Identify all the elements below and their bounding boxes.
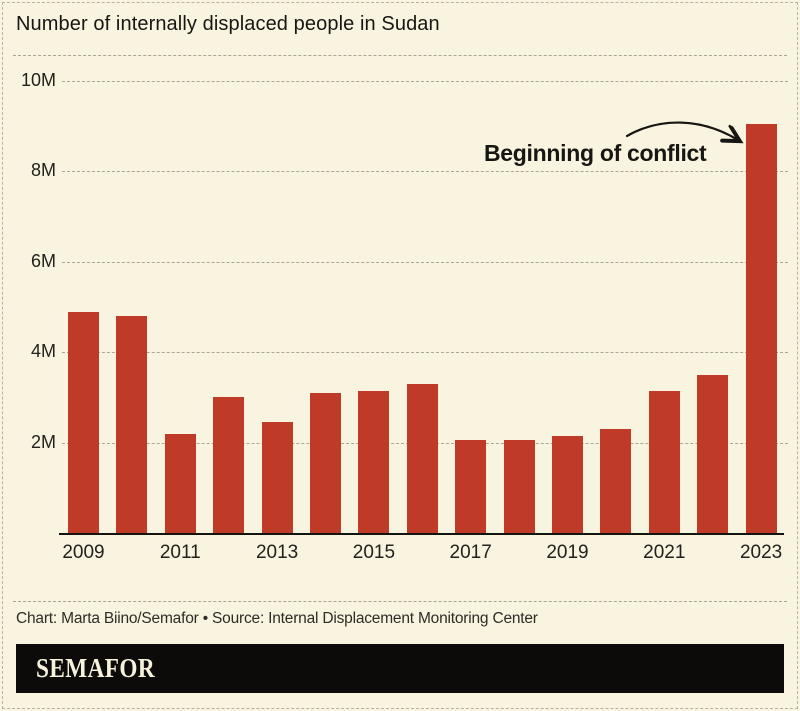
gridline-8M: [62, 171, 788, 173]
bar-2023: [745, 123, 777, 533]
chart-title: Number of internally displaced people in…: [16, 13, 440, 35]
bar-2021: [648, 390, 680, 533]
bar-2019: [552, 435, 583, 533]
x-axis-label-2015: 2015: [352, 542, 396, 563]
logo-bar: SEMAFOR: [16, 644, 784, 693]
bar-2015: [358, 390, 390, 533]
bar-2014: [310, 392, 341, 533]
footer-divider: [13, 601, 787, 602]
bar-2010: [116, 316, 148, 533]
x-axis-label-2019: 2019: [546, 542, 589, 563]
bar-2022: [697, 374, 729, 533]
x-axis-label-2013: 2013: [255, 542, 299, 563]
chart-credit: Chart: Marta Biino/Semafor • Source: Int…: [16, 610, 538, 627]
x-axis-label-2017: 2017: [449, 542, 492, 563]
bar-chart: Beginning of conflict 2M 4M 6M 8M 10M 2009 201…: [0, 56, 800, 568]
bar-2017: [455, 440, 487, 533]
bar-2018: [503, 440, 535, 533]
y-axis-label-6M: 6M: [30, 250, 56, 271]
annotation-label: Beginning of conflict: [484, 140, 707, 166]
title-divider: [13, 55, 787, 56]
bar-2009: [68, 311, 99, 533]
annotation-arrow-icon: [625, 121, 752, 150]
bar-2020: [600, 429, 632, 533]
gridline-4M: [62, 352, 788, 354]
bar-2011: [164, 433, 196, 533]
y-axis-label-4M: 4M: [30, 341, 56, 362]
bar-2013: [261, 422, 293, 533]
x-axis-line: [59, 533, 784, 535]
y-axis-label-8M: 8M: [30, 160, 56, 181]
x-axis-label-2009: 2009: [62, 542, 105, 563]
x-axis-label-2021: 2021: [643, 542, 686, 563]
x-axis-label-2011: 2011: [159, 542, 201, 563]
semafor-logo: SEMAFOR: [36, 653, 156, 683]
bar-2012: [213, 397, 245, 533]
x-axis-label-2023: 2023: [739, 542, 783, 563]
gridline-10M: [62, 81, 788, 82]
y-axis-label-2M: 2M: [30, 431, 56, 452]
gridline-6M: [62, 261, 788, 263]
y-axis-label-10M: 10M: [20, 70, 56, 90]
bar-2016: [406, 383, 438, 533]
